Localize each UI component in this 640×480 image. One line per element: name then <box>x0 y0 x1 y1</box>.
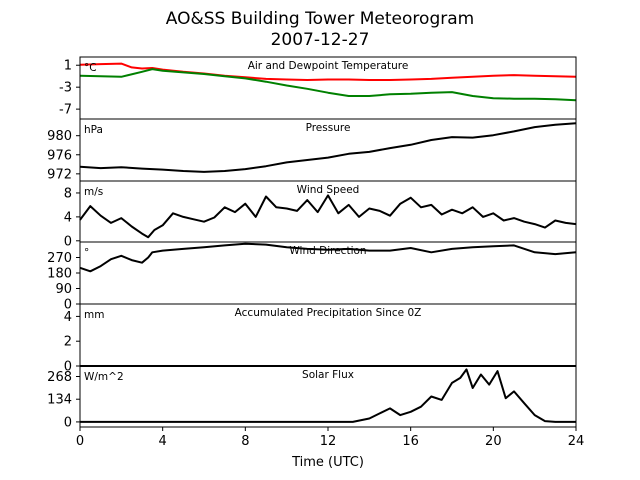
y-tick-label: 0 <box>64 234 72 249</box>
panel-unit: ° <box>84 247 89 259</box>
y-tick-label: 90 <box>55 282 72 297</box>
x-tick-label: 12 <box>320 434 337 449</box>
x-axis-label: Time (UTC) <box>291 455 364 470</box>
y-tick-label: -7 <box>59 103 72 118</box>
y-tick-label: 976 <box>47 148 72 163</box>
y-tick-label: 180 <box>47 267 72 282</box>
series-line-dewpoint <box>79 68 577 102</box>
series-line-other <box>80 368 576 423</box>
x-tick-label: 4 <box>159 434 167 449</box>
y-tick-label: 2 <box>64 335 72 350</box>
chart-title: AO&SS Building Tower Meteorogram <box>166 9 474 29</box>
x-tick-label: 24 <box>568 434 585 449</box>
panel-label: Air and Dewpoint Temperature <box>248 60 409 72</box>
panel-label: Solar Flux <box>302 369 354 381</box>
y-tick-label: 0 <box>64 360 72 375</box>
series-line-other <box>79 242 577 273</box>
panel-unit: °C <box>84 62 97 74</box>
x-tick-label: 20 <box>485 434 502 449</box>
y-tick-label: 4 <box>64 210 72 225</box>
y-tick-label: 980 <box>47 129 72 144</box>
y-tick-label: 134 <box>47 393 72 408</box>
y-tick-label: 972 <box>47 167 72 182</box>
panel-unit: mm <box>84 309 104 321</box>
panel-label: Pressure <box>306 122 351 134</box>
y-tick-label: 268 <box>47 370 72 385</box>
y-tick-label: 1 <box>64 59 72 74</box>
x-tick-label: 16 <box>402 434 419 449</box>
series-line-other <box>79 194 577 239</box>
panel-unit: hPa <box>84 124 103 136</box>
x-tick-label: 8 <box>241 434 249 449</box>
panels-group: 1 -3 -7 °C Air and Dewpoint Temperature 980 97… <box>47 56 585 449</box>
chart-subtitle: 2007-12-27 <box>271 30 370 50</box>
series-line-temperature <box>79 62 577 81</box>
y-tick-label: 8 <box>64 186 72 201</box>
panel-label: Wind Speed <box>297 184 360 196</box>
panel-unit: W/m^2 <box>84 371 124 383</box>
y-tick-label: 270 <box>47 251 72 266</box>
x-tick-label: 0 <box>76 434 84 449</box>
panel-unit: m/s <box>84 186 103 198</box>
y-tick-label: 0 <box>64 298 72 313</box>
y-tick-label: -3 <box>59 81 72 96</box>
panel-label: Accumulated Precipitation Since 0Z <box>235 307 422 319</box>
y-tick-label: 0 <box>64 415 72 430</box>
panel-label: Wind Direction <box>289 245 366 257</box>
series-line-other <box>79 122 577 173</box>
y-tick-label: 4 <box>64 310 72 325</box>
